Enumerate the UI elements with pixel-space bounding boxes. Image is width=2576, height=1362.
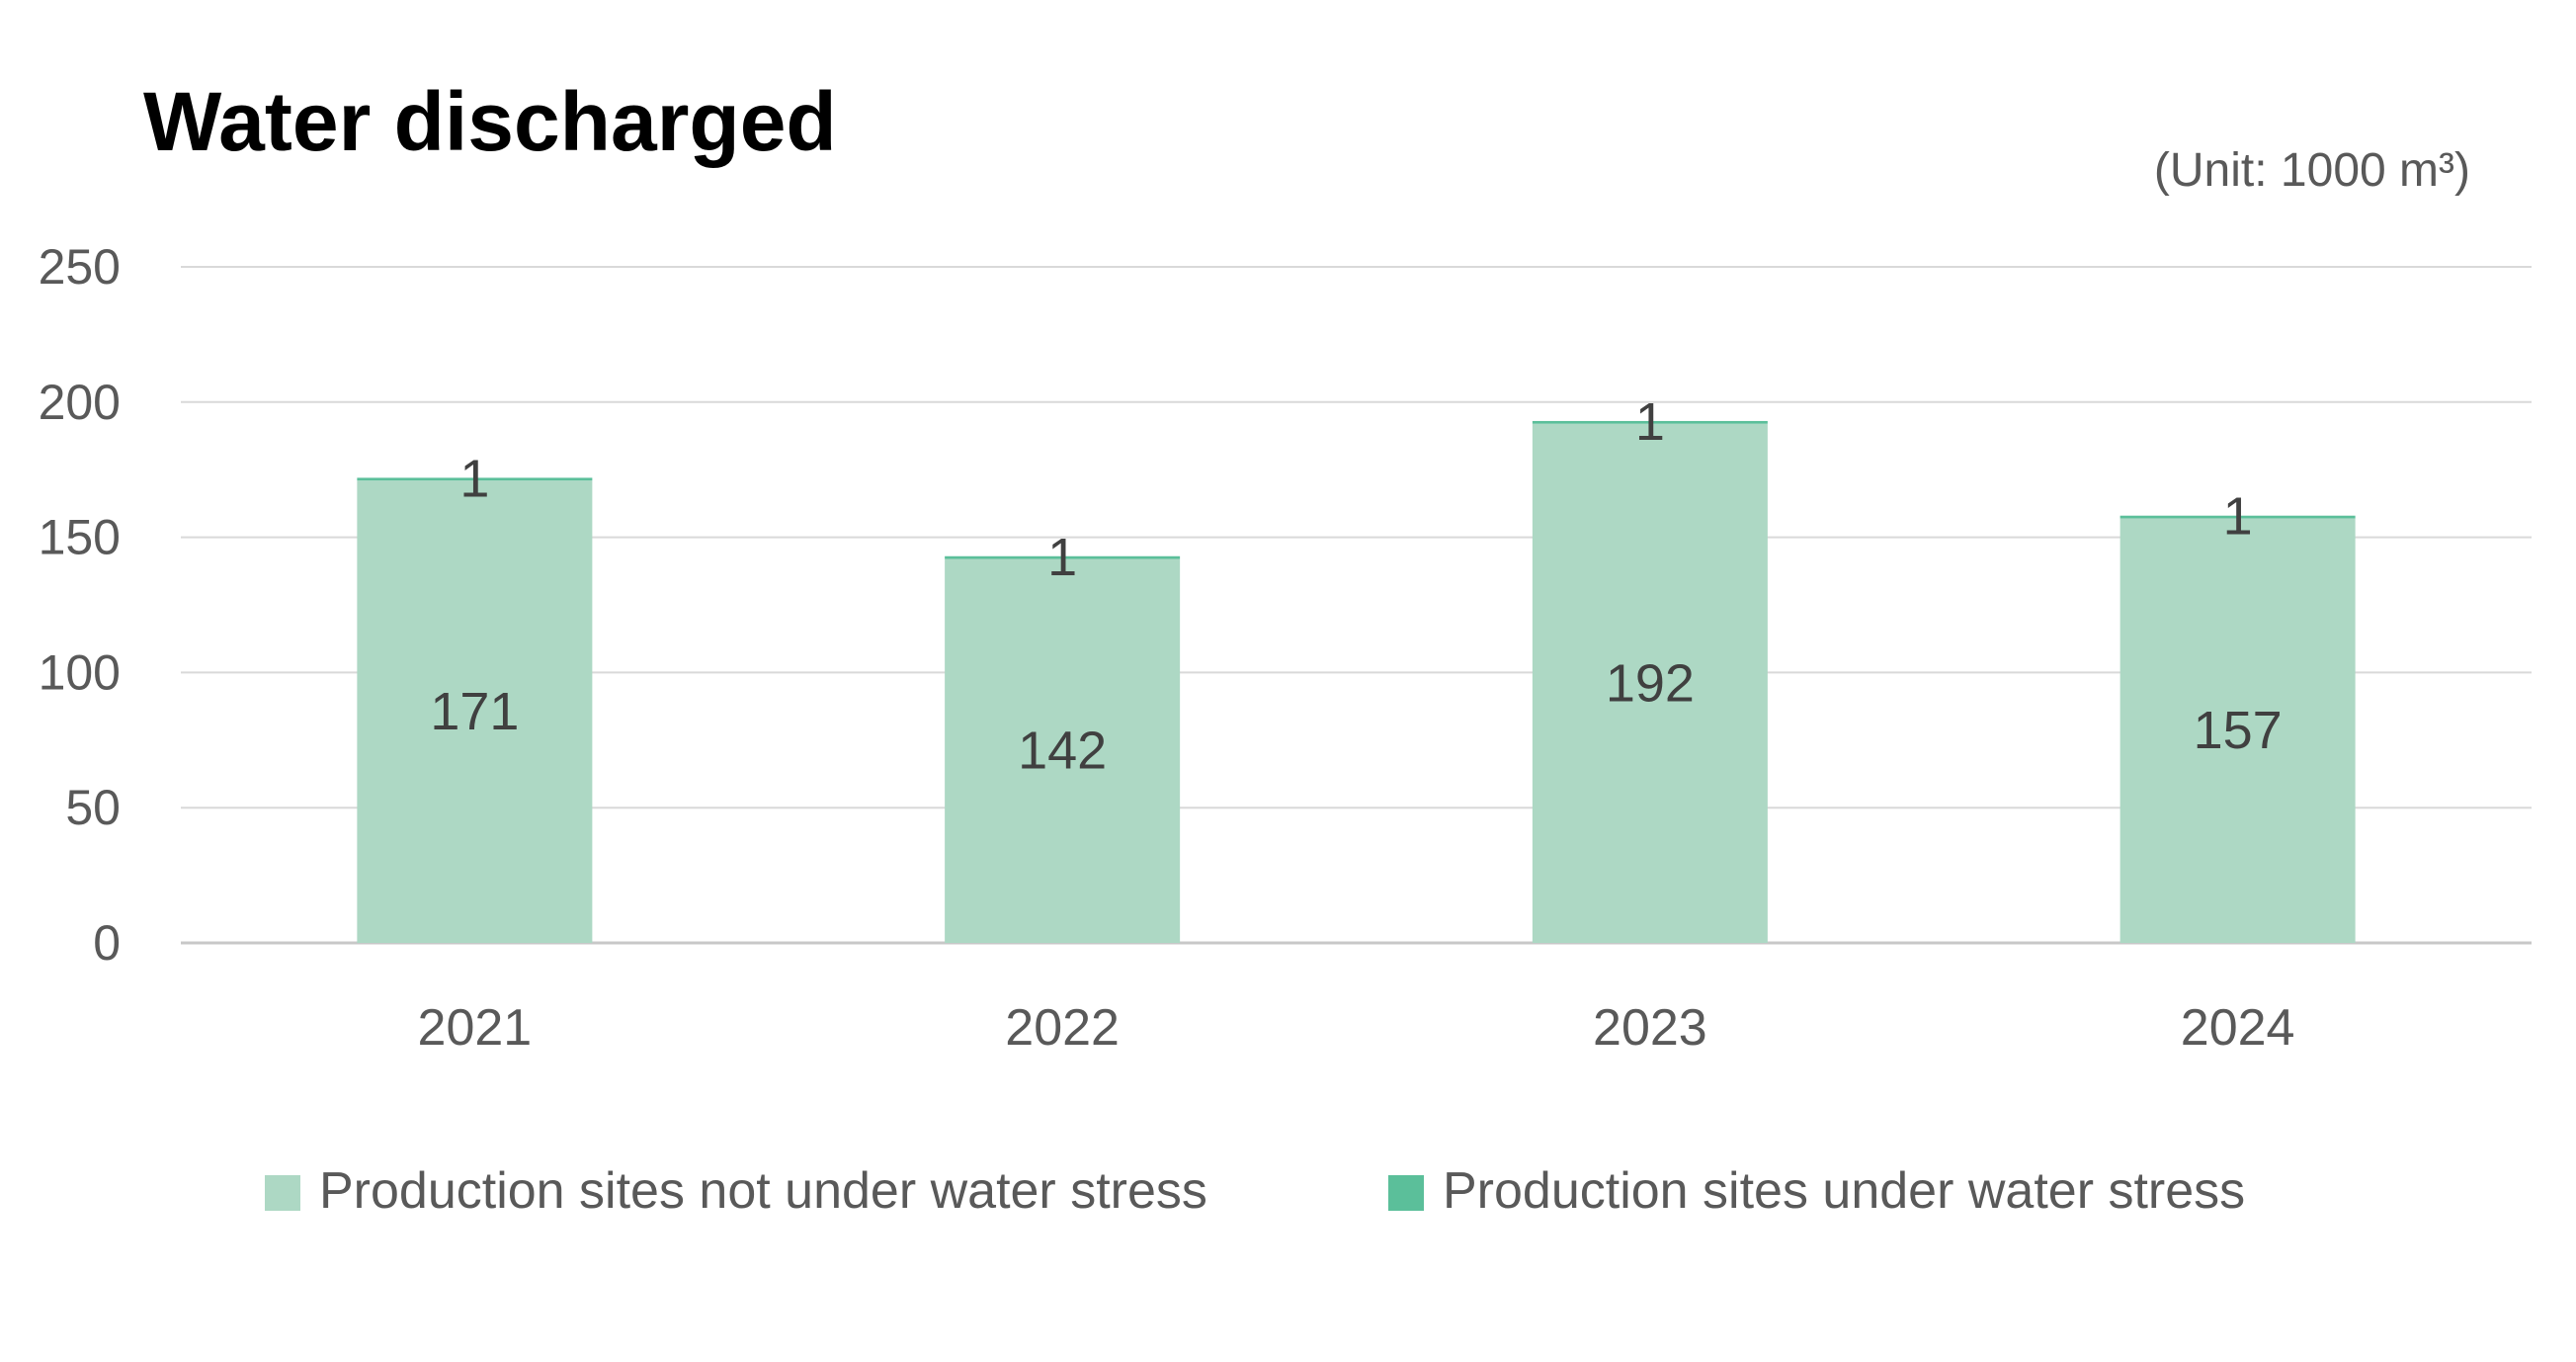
- data-label: 1: [459, 449, 489, 508]
- bar-under-water-stress: [1532, 420, 1768, 424]
- data-label: 1: [1635, 392, 1665, 452]
- y-tick-label: 250: [39, 239, 121, 295]
- bar-not-under-water-stress: [2119, 518, 2356, 943]
- y-tick-label: 50: [65, 780, 121, 835]
- bar-not-under-water-stress: [1532, 423, 1768, 943]
- y-tick-label: 100: [39, 644, 121, 700]
- y-tick-label: 200: [39, 375, 121, 430]
- data-label: 157: [2194, 701, 2283, 760]
- bar-not-under-water-stress: [945, 558, 1181, 943]
- legend-swatch: [1388, 1175, 1424, 1211]
- legend-label: Production sites under water stress: [1443, 1162, 2245, 1220]
- unit-label: (Unit: 1000 m³): [2154, 144, 2470, 197]
- bar-under-water-stress: [357, 477, 593, 481]
- data-label: 142: [1018, 722, 1107, 781]
- data-label: 192: [1606, 653, 1695, 713]
- data-label: 1: [1047, 528, 1077, 587]
- legend-label: Production sites not under water stress: [319, 1162, 1207, 1220]
- data-label: 1: [2223, 487, 2253, 547]
- y-tick-label: 150: [39, 510, 121, 565]
- bar-under-water-stress: [2119, 515, 2356, 519]
- bar-not-under-water-stress: [357, 480, 593, 943]
- y-tick-label: 0: [93, 915, 121, 971]
- chart-title: Water discharged: [143, 75, 837, 168]
- bar-under-water-stress: [945, 555, 1181, 559]
- x-axis: 2021 2022 2023 2024: [418, 999, 2295, 1057]
- legend: Production sites not under water stress P…: [265, 1162, 2245, 1220]
- x-tick-label: 2022: [1005, 999, 1120, 1057]
- x-tick-label: 2021: [418, 999, 533, 1057]
- data-label: 171: [430, 682, 519, 741]
- bars: 171 1 142 1 192 1 157 1: [357, 392, 2356, 943]
- x-tick-label: 2024: [2181, 999, 2295, 1057]
- y-axis: 0 50 100 150 200 250: [39, 239, 121, 971]
- legend-swatch: [265, 1175, 300, 1211]
- x-tick-label: 2023: [1593, 999, 1707, 1057]
